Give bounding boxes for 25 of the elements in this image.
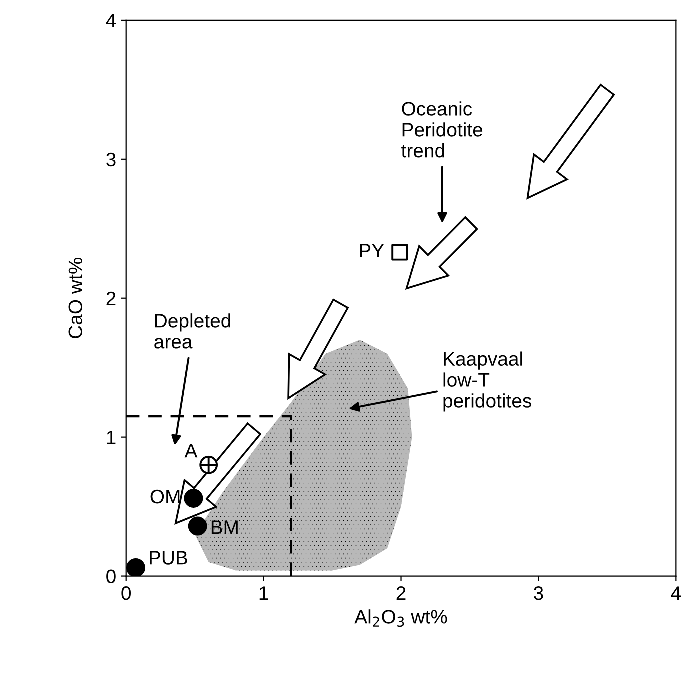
y-tick-label: 4 bbox=[106, 14, 116, 28]
point bbox=[200, 456, 218, 474]
x-tick-label: 4 bbox=[671, 586, 682, 600]
annotation: Depleted area bbox=[154, 314, 230, 349]
point bbox=[392, 244, 408, 261]
x-tick-label: 0 bbox=[122, 586, 131, 600]
y-tick-label: 2 bbox=[106, 292, 116, 306]
x-tick-label: 1 bbox=[260, 586, 268, 600]
x-axis-title: Al$_{2}$O$_{3}$ wt% bbox=[354, 610, 448, 628]
y-tick-label: 3 bbox=[106, 152, 116, 167]
series-label: OM bbox=[150, 490, 180, 504]
x-tick-label: 3 bbox=[534, 586, 544, 600]
y-tick-label: 0 bbox=[106, 570, 116, 584]
legend-label: A bbox=[184, 444, 198, 458]
x-tick-label: 2 bbox=[396, 586, 406, 600]
annotation: Oceanic Peridotite trend bbox=[402, 102, 483, 158]
point bbox=[126, 558, 146, 576]
y-axis-title: CaO wt% bbox=[68, 258, 83, 338]
series-label: PUB bbox=[150, 551, 188, 565]
series-label: PY bbox=[360, 244, 384, 258]
annotation: Kaapvaal low-T peridotites bbox=[444, 352, 532, 412]
y-tick-label: 1 bbox=[107, 431, 116, 444]
point bbox=[184, 488, 204, 508]
point bbox=[188, 516, 208, 536]
series-label: BM bbox=[212, 520, 238, 534]
